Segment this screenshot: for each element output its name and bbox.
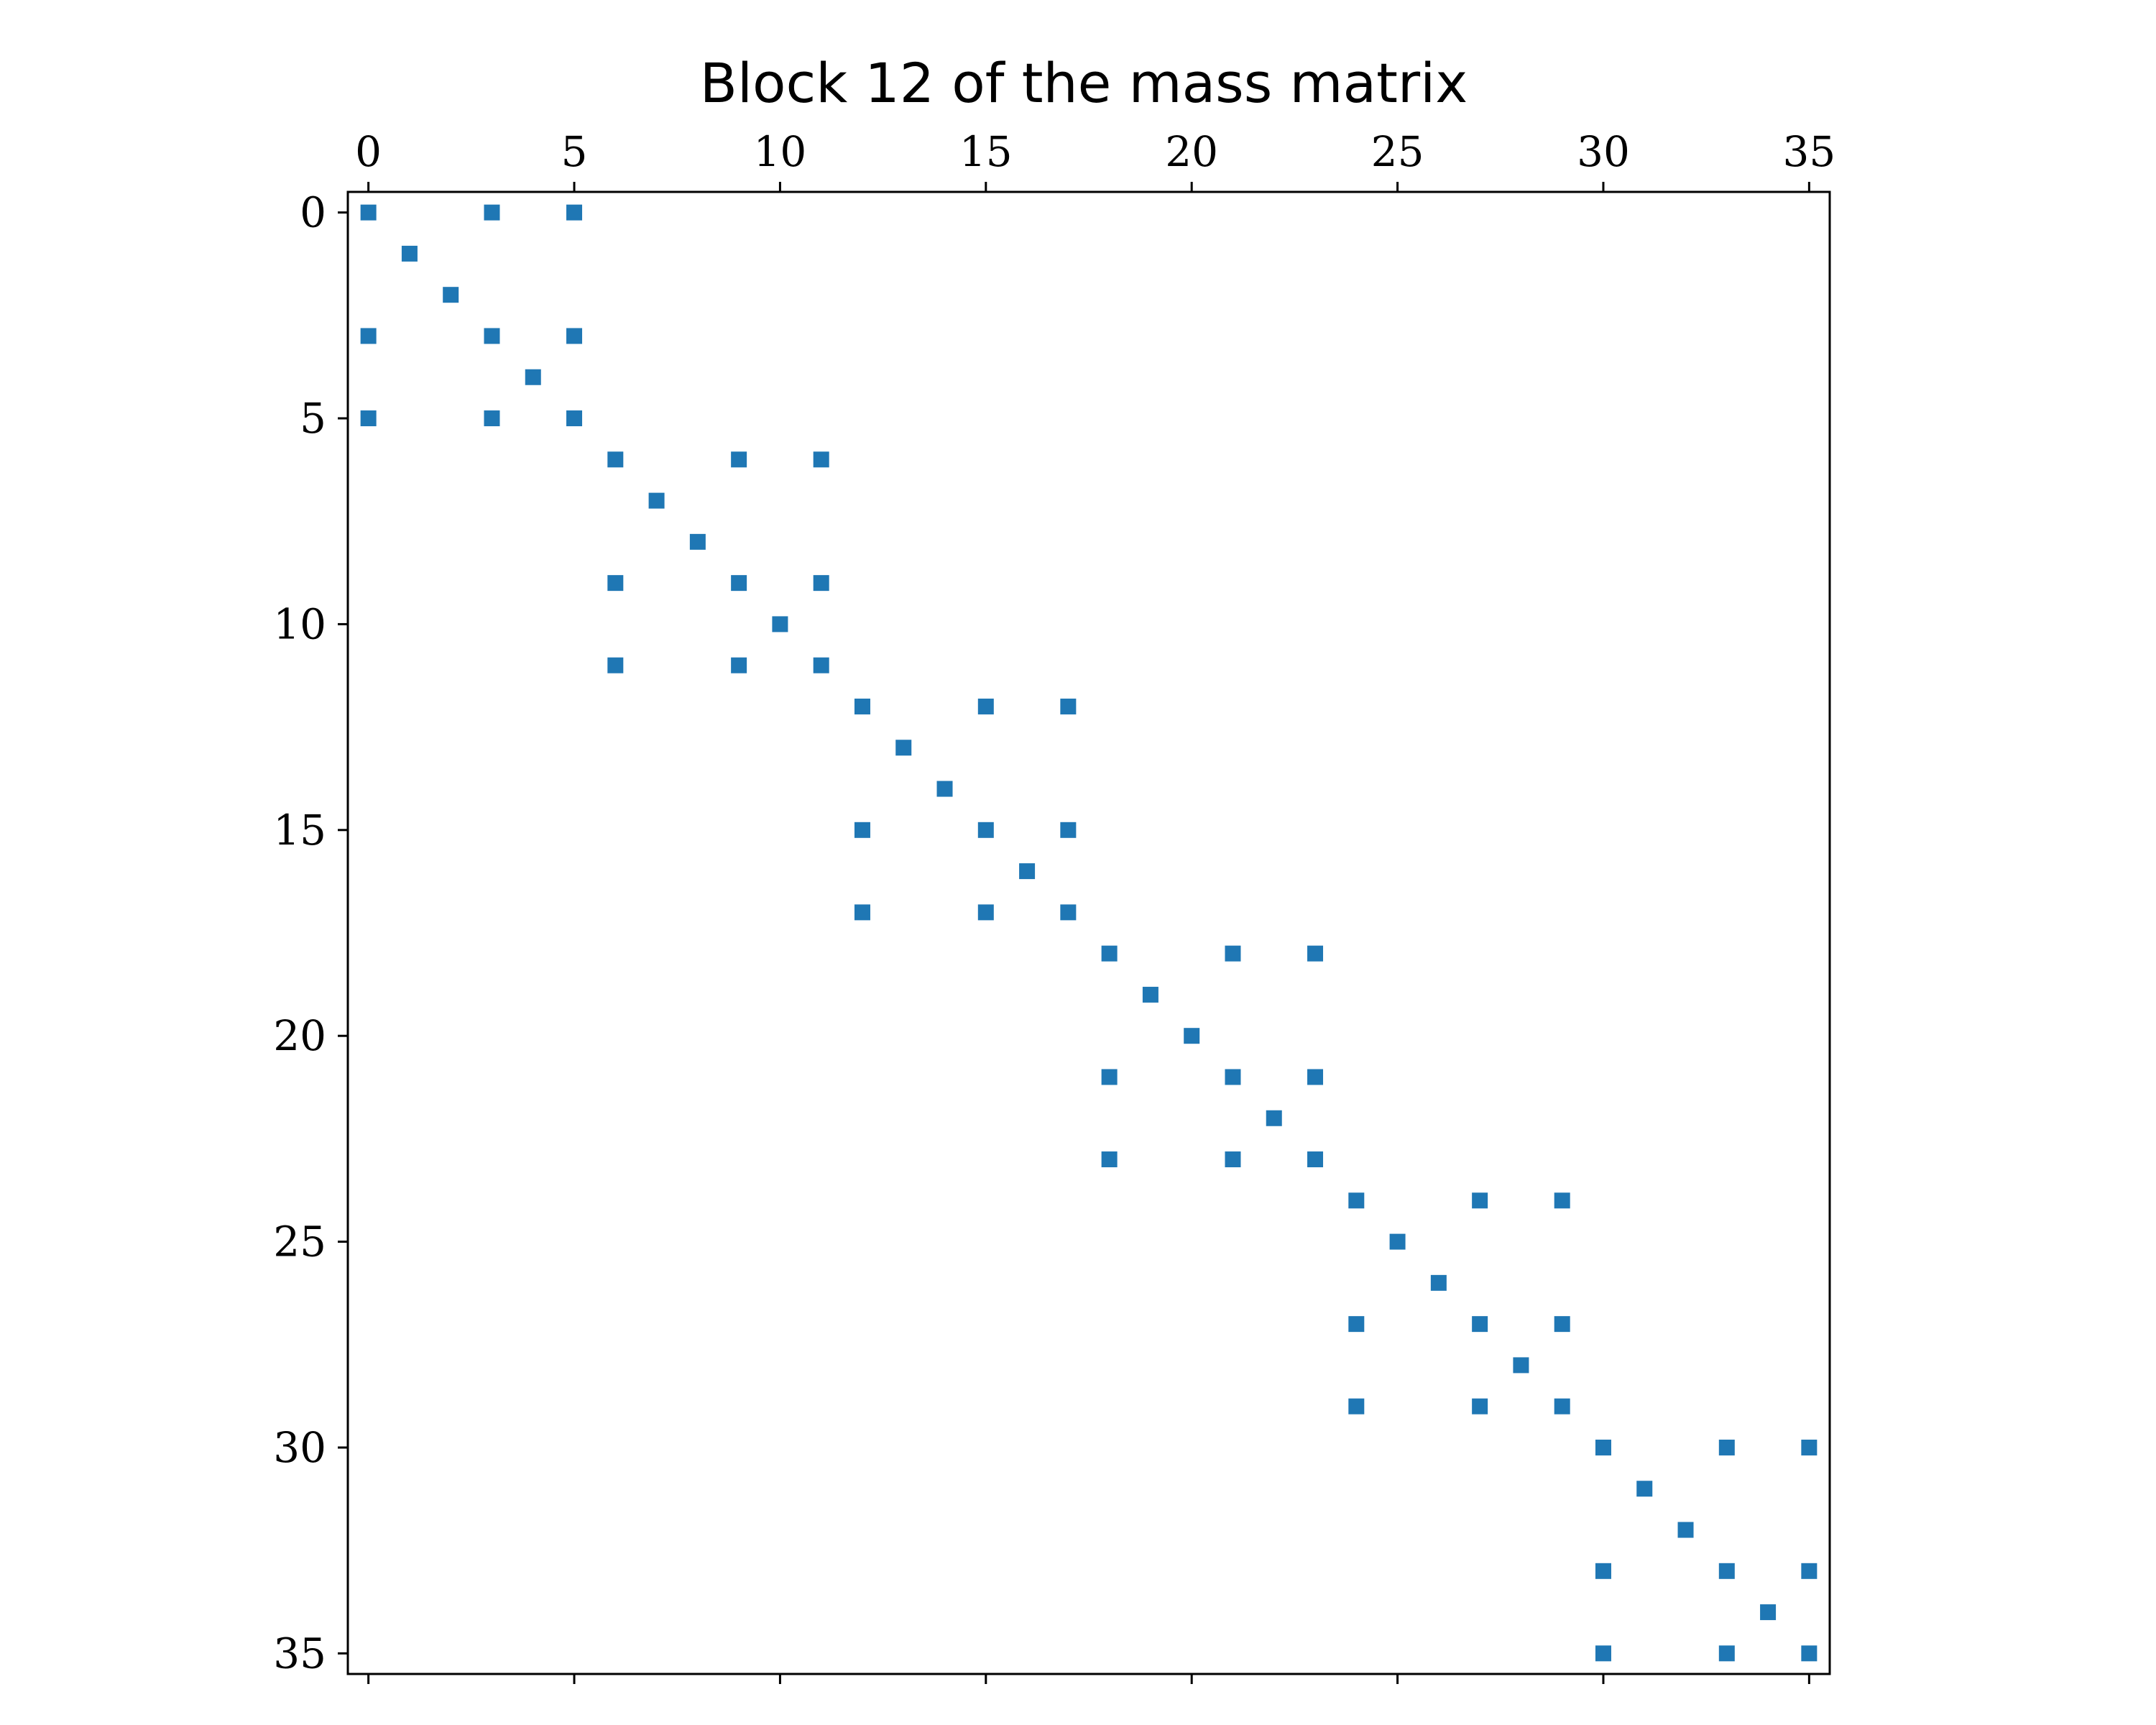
y-tick-label: 20 (273, 1011, 326, 1060)
nonzero-marker (1595, 1439, 1611, 1455)
nonzero-marker (772, 616, 788, 632)
nonzero-marker (1348, 1316, 1365, 1333)
ticks-layer: 0 5 10 15 20 25 30 35 0 5 10 15 20 25 30 35 (273, 127, 1835, 1684)
nonzero-marker (1060, 698, 1077, 714)
nonzero-marker (1472, 1398, 1488, 1414)
nonzero-marker (566, 328, 583, 344)
nonzero-marker (401, 245, 418, 262)
nonzero-marker (1101, 945, 1118, 962)
y-tick-label: 15 (273, 806, 326, 855)
nonzero-marker (977, 904, 994, 921)
y-tick-label: 25 (273, 1218, 326, 1266)
axes-frame (346, 190, 1831, 1675)
x-tick-label: 35 (1782, 127, 1835, 176)
nonzero-marker (1430, 1274, 1447, 1291)
nonzero-marker (1019, 863, 1036, 880)
nonzero-marker (813, 575, 829, 592)
nonzero-marker (607, 575, 624, 592)
nonzero-marker (484, 328, 500, 344)
nonzero-marker (1472, 1316, 1488, 1333)
y-tick-label: 5 (300, 394, 326, 443)
nonzero-marker (1636, 1481, 1653, 1497)
nonzero-marker (1677, 1522, 1694, 1538)
nonzero-marker (1225, 1151, 1241, 1168)
nonzero-marker (854, 822, 870, 838)
nonzero-marker (1225, 945, 1241, 962)
nonzero-marker (360, 410, 377, 427)
nonzero-marker (1307, 945, 1324, 962)
nonzero-marker (1718, 1439, 1735, 1455)
nonzero-marker (731, 657, 747, 673)
nonzero-marker (1348, 1398, 1365, 1414)
nonzero-marker (566, 204, 583, 221)
nonzero-marker (813, 657, 829, 673)
nonzero-marker (1718, 1563, 1735, 1579)
x-tick-label: 20 (1165, 127, 1218, 176)
nonzero-marker (1307, 1151, 1324, 1168)
nonzero-marker (854, 698, 870, 714)
nonzero-marker (731, 575, 747, 592)
nonzero-marker (895, 740, 912, 756)
nonzero-marker (1595, 1645, 1611, 1662)
nonzero-marker (1513, 1357, 1529, 1374)
nonzero-marker (731, 451, 747, 468)
x-tick-label: 15 (959, 127, 1013, 176)
nonzero-marker (607, 657, 624, 673)
nonzero-marker (1595, 1563, 1611, 1579)
nonzero-marker (1760, 1604, 1777, 1621)
nonzero-marker (1389, 1233, 1406, 1250)
y-tick-label: 30 (273, 1423, 326, 1472)
nonzero-marker (1801, 1563, 1818, 1579)
nonzero-marker (1554, 1192, 1570, 1209)
x-tick-label: 25 (1371, 127, 1424, 176)
nonzero-marker (1060, 904, 1077, 921)
nonzero-marker (1307, 1069, 1324, 1085)
x-tick-label: 10 (754, 127, 807, 176)
nonzero-marker (566, 410, 583, 427)
nonzero-marker (1225, 1069, 1241, 1085)
nonzero-marker (1184, 1028, 1200, 1044)
nonzero-marker (607, 451, 624, 468)
nonzero-marker (1554, 1316, 1570, 1333)
nonzero-marker (484, 410, 500, 427)
nonzero-marker (1472, 1192, 1488, 1209)
nonzero-marker (1348, 1192, 1365, 1209)
nonzero-marker (977, 698, 994, 714)
nonzero-marker (1101, 1069, 1118, 1085)
nonzero-marker (1060, 822, 1077, 838)
nonzero-marker (1801, 1645, 1818, 1662)
nonzero-marker (1101, 1151, 1118, 1168)
y-tick-label: 0 (300, 188, 326, 237)
marks-layer (360, 204, 1818, 1662)
x-tick-label: 5 (561, 127, 588, 176)
nonzero-marker (689, 533, 706, 550)
y-tick-label: 10 (273, 599, 326, 648)
nonzero-marker (360, 328, 377, 344)
nonzero-marker (1718, 1645, 1735, 1662)
y-tick-label: 35 (273, 1629, 326, 1678)
nonzero-marker (854, 904, 870, 921)
nonzero-marker (525, 369, 541, 385)
nonzero-marker (484, 204, 500, 221)
nonzero-marker (443, 287, 459, 303)
nonzero-marker (977, 822, 994, 838)
chart-title: Block 12 of the mass matrix (700, 51, 1468, 115)
nonzero-marker (360, 204, 377, 221)
nonzero-marker (936, 781, 953, 797)
x-tick-label: 0 (355, 127, 382, 176)
nonzero-marker (1801, 1439, 1818, 1455)
nonzero-marker (1142, 986, 1158, 1003)
nonzero-marker (813, 451, 829, 468)
nonzero-marker (1266, 1110, 1282, 1126)
nonzero-marker (648, 492, 665, 509)
x-tick-label: 30 (1577, 127, 1630, 176)
nonzero-marker (1554, 1398, 1570, 1414)
